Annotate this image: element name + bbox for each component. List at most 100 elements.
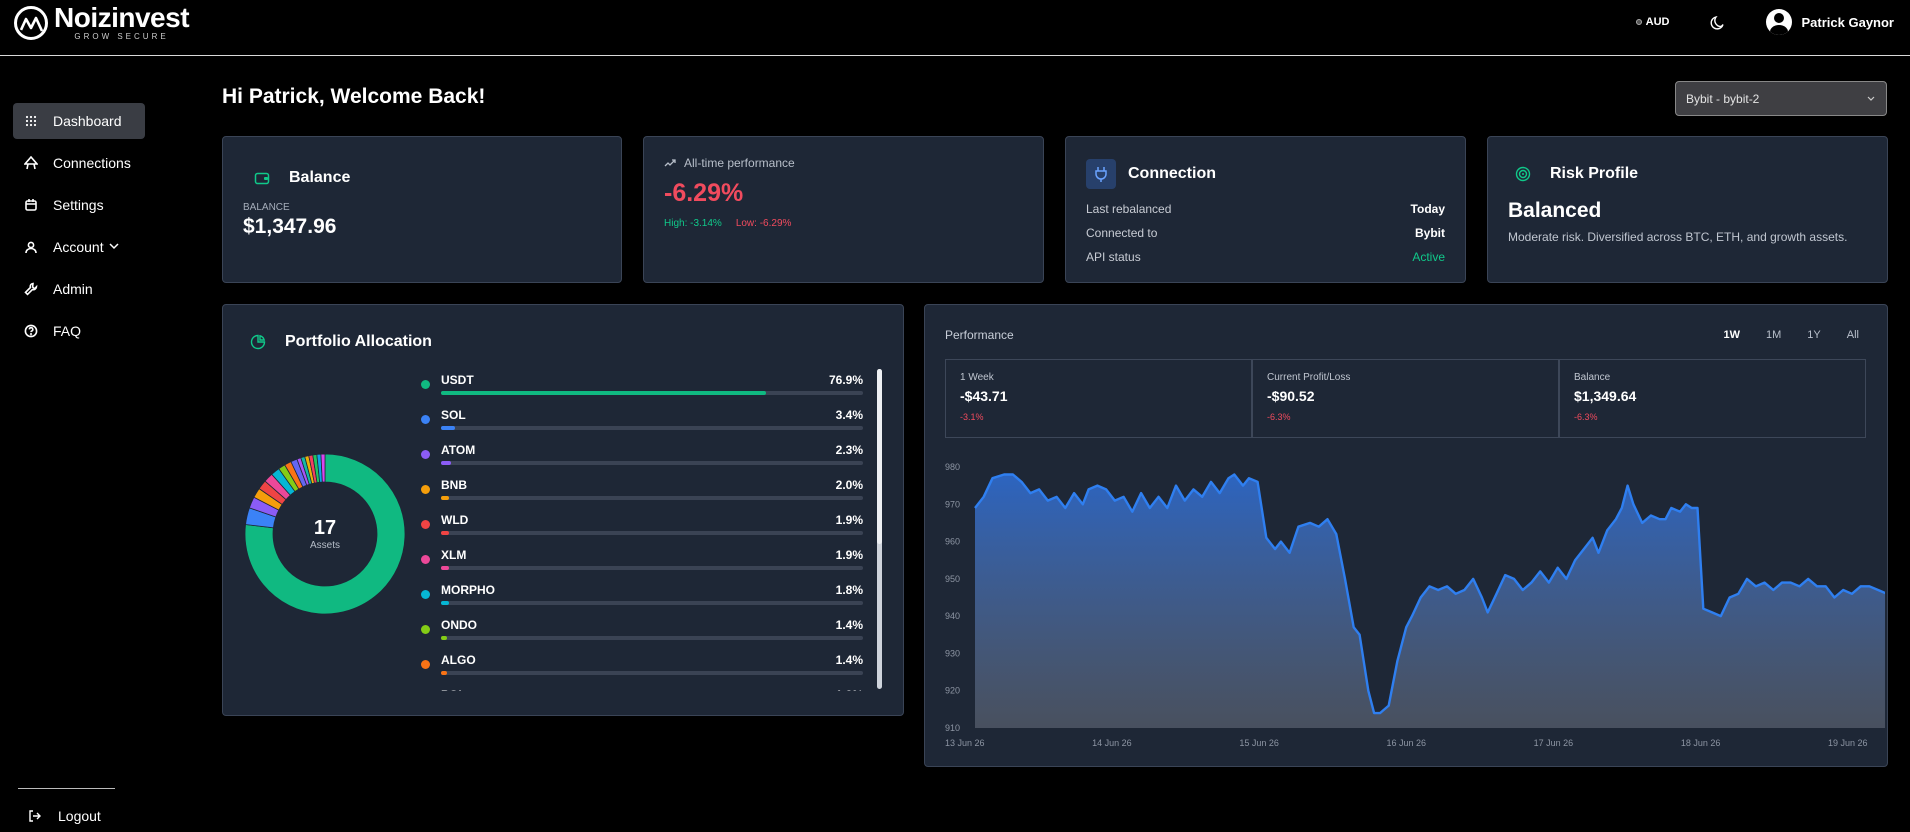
x-tick-label: 19 Jun 26 (1828, 738, 1868, 748)
allocation-bar-fill (441, 496, 450, 500)
legend-dot (421, 625, 430, 634)
allocation-item-xlm: XLM 1.9% (421, 544, 883, 579)
allocation-bar-fill (441, 636, 447, 640)
allocation-bar-track (441, 496, 863, 500)
allocation-bar-fill (441, 461, 451, 465)
allocation-item-pol: POL 1.3% (421, 684, 883, 691)
currency-selector[interactable]: AUD (1635, 16, 1670, 28)
performance-chart-card: Performance 1W 1M 1Y All 1 Week -$43.71 -3.… (924, 304, 1888, 767)
allocation-item-morpho: MORPHO 1.8% (421, 579, 883, 614)
sidebar-item-faq[interactable]: FAQ (13, 313, 145, 349)
sidebar-item-connections[interactable]: Connections (13, 145, 145, 181)
last-rebalanced-label: Last rebalanced (1086, 202, 1172, 216)
logout-button[interactable]: Logout (28, 808, 101, 824)
allocation-bar-track (441, 636, 863, 640)
performance-card-title: All-time performance (684, 156, 795, 170)
allocation-item-usdt: USDT 76.9% (421, 369, 883, 404)
donut-slice (244, 453, 406, 615)
allocation-bar-track (441, 531, 863, 535)
target-icon (1508, 159, 1538, 189)
legend-dot (421, 520, 430, 529)
sidebar-item-account[interactable]: Account (13, 229, 145, 265)
performance-high: High: -3.14% (664, 218, 722, 229)
y-tick-label: 970 (945, 499, 960, 509)
allocation-asset-percent: 1.3% (836, 688, 863, 691)
chevron-down-icon (108, 239, 120, 255)
pie-chart-icon (243, 327, 273, 357)
allocation-bar-track (441, 566, 863, 570)
exchange-select-value: Bybit - bybit-2 (1686, 91, 1760, 106)
plug-icon (1086, 159, 1116, 189)
allocation-item-atom: ATOM 2.3% (421, 439, 883, 474)
risk-description: Moderate risk. Diversified across BTC, E… (1508, 230, 1848, 244)
currency-dot-icon (1635, 19, 1642, 25)
theme-toggle-moon-icon[interactable] (1710, 14, 1726, 30)
performance-low: Low: -6.29% (735, 218, 792, 229)
allocation-bar-track (441, 671, 863, 675)
allocation-asset-percent: 2.3% (835, 443, 863, 457)
stat-profit-loss-change: -6.3% (1267, 412, 1291, 422)
top-bar: Noizinvest GROW SECURE AUD Patrick Gayno… (0, 0, 1910, 56)
y-tick-label: 930 (945, 648, 960, 658)
user-menu[interactable]: Patrick Gaynor (1765, 9, 1894, 35)
allocation-asset-name: ATOM (441, 443, 476, 457)
sidebar-item-admin[interactable]: Admin (13, 271, 145, 307)
brand-tagline: GROW SECURE (74, 32, 169, 41)
risk-value: Balanced (1508, 199, 1602, 222)
x-tick-label: 17 Jun 26 (1534, 738, 1574, 748)
sidebar-item-label: Admin (53, 281, 93, 297)
exchange-select[interactable]: Bybit - bybit-2 (1675, 81, 1887, 116)
stat-1-week: 1 Week -$43.71 -3.1% (945, 359, 1252, 438)
all-time-performance-card: All-time performance -6.29% High: -3.14%… (643, 136, 1044, 283)
stat-1-week-change: -3.1% (960, 412, 984, 422)
allocation-bar-track (441, 461, 863, 465)
chevron-down-icon (1867, 96, 1875, 101)
connection-card-title: Connection (1128, 165, 1216, 182)
legend-dot (421, 555, 430, 564)
allocation-asset-name: BNB (441, 478, 467, 492)
performance-line-chart: 980 970 960 950 940 930 920 910 13 Jun 26 14 Jun … (945, 462, 1885, 748)
legend-dot (421, 380, 430, 389)
allocation-asset-name: POL (441, 688, 466, 691)
logout-label: Logout (58, 808, 101, 824)
allocation-bar-track (441, 391, 863, 395)
risk-card-title: Risk Profile (1550, 165, 1639, 182)
tab-1y[interactable]: 1Y (1807, 329, 1821, 341)
allocation-scrollbar[interactable] (877, 369, 882, 689)
stat-1-week-value: -$43.71 (960, 388, 1008, 404)
connection-card: Connection Last rebalanced Today Connect… (1065, 136, 1466, 283)
plug-icon (23, 155, 39, 171)
allocation-asset-name: WLD (441, 513, 469, 527)
allocation-asset-percent: 2.0% (835, 478, 863, 492)
donut-slice (320, 453, 326, 483)
y-tick-label: 920 (945, 686, 960, 696)
tab-1m[interactable]: 1M (1766, 329, 1782, 341)
tab-all[interactable]: All (1846, 329, 1859, 341)
tab-1w[interactable]: 1W (1723, 329, 1741, 341)
x-tick-label: 13 Jun 26 (945, 738, 985, 748)
allocation-asset-percent: 1.9% (835, 548, 863, 562)
help-icon (23, 323, 39, 339)
balance-card: Balance BALANCE $1,347.96 (222, 136, 622, 283)
allocation-donut-chart (244, 453, 406, 615)
settings-icon (23, 197, 39, 213)
performance-range-tabs: 1W 1M 1Y All (1724, 329, 1859, 341)
allocation-item-sol: SOL 3.4% (421, 404, 883, 439)
sidebar-item-dashboard[interactable]: Dashboard (13, 103, 145, 139)
allocation-asset-percent: 1.4% (835, 653, 863, 667)
x-tick-label: 16 Jun 26 (1387, 738, 1427, 748)
brand-logo[interactable]: Noizinvest GROW SECURE (14, 4, 190, 41)
stat-balance-label: Balance (1574, 372, 1611, 383)
y-tick-label: 950 (945, 574, 960, 584)
portfolio-allocation-card: Portfolio Allocation 17 Assets USDT 76.9%… (222, 304, 904, 716)
asset-count: 17 (313, 517, 337, 539)
sidebar-item-settings[interactable]: Settings (13, 187, 145, 223)
risk-profile-card: Risk Profile Balanced Moderate risk. Div… (1487, 136, 1888, 283)
allocation-item-wld: WLD 1.9% (421, 509, 883, 544)
trending-up-icon (664, 159, 676, 167)
allocation-bar-fill (441, 391, 766, 395)
stat-profit-loss-label: Current Profit/Loss (1267, 372, 1351, 383)
allocation-list[interactable]: USDT 76.9% SOL 3.4% ATOM 2.3% BNB 2.0% WLD 1.9% XL… (421, 369, 883, 691)
legend-dot (421, 450, 430, 459)
allocation-asset-name: ALGO (441, 653, 476, 667)
